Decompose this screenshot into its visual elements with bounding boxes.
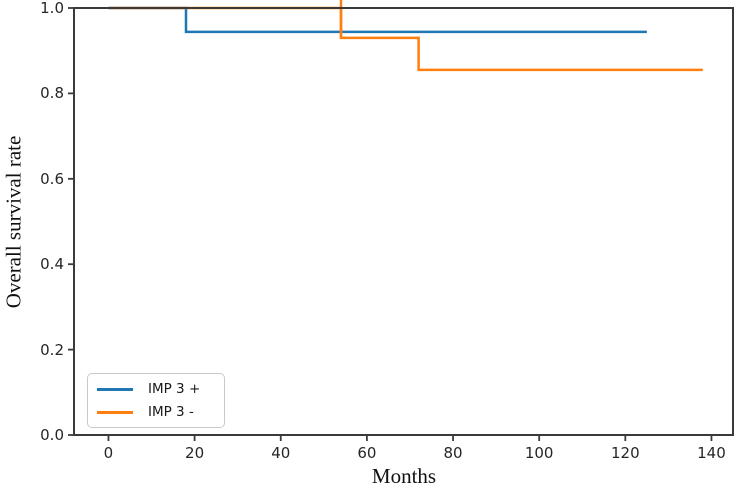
legend-label: IMP 3 - bbox=[148, 404, 194, 420]
legend-line-swatch bbox=[97, 410, 133, 414]
series-curve-1 bbox=[108, 6, 703, 72]
legend: IMP 3 + IMP 3 - bbox=[87, 373, 225, 428]
x-tick-label: 120 bbox=[610, 444, 640, 462]
y-tick-label: 0.4 bbox=[40, 255, 64, 274]
y-tick-label: 0.6 bbox=[40, 169, 64, 188]
y-axis-label: Overall survival rate bbox=[1, 135, 26, 309]
legend-item: IMP 3 - bbox=[97, 404, 214, 420]
y-tick-label: 1.0 bbox=[40, 0, 64, 17]
x-tick-label: 40 bbox=[271, 444, 291, 462]
legend-item: IMP 3 + bbox=[97, 381, 214, 397]
series-curve-0 bbox=[108, 6, 647, 34]
axes-spines bbox=[73, 7, 734, 436]
x-axis-label: Months bbox=[371, 464, 437, 488]
x-tick-label: 60 bbox=[357, 444, 377, 462]
x-tick-label: 80 bbox=[443, 444, 463, 462]
y-tick-label: 0.2 bbox=[40, 340, 64, 359]
y-tick-label: 0.8 bbox=[40, 84, 64, 103]
x-tick-label: 20 bbox=[185, 444, 205, 462]
legend-line-swatch bbox=[97, 387, 133, 391]
legend-label: IMP 3 + bbox=[148, 381, 201, 397]
x-tick-label: 140 bbox=[697, 444, 726, 462]
x-tick-label: 0 bbox=[103, 444, 114, 462]
x-tick-label: 100 bbox=[524, 444, 554, 462]
y-tick-label: 0.0 bbox=[40, 426, 64, 444]
